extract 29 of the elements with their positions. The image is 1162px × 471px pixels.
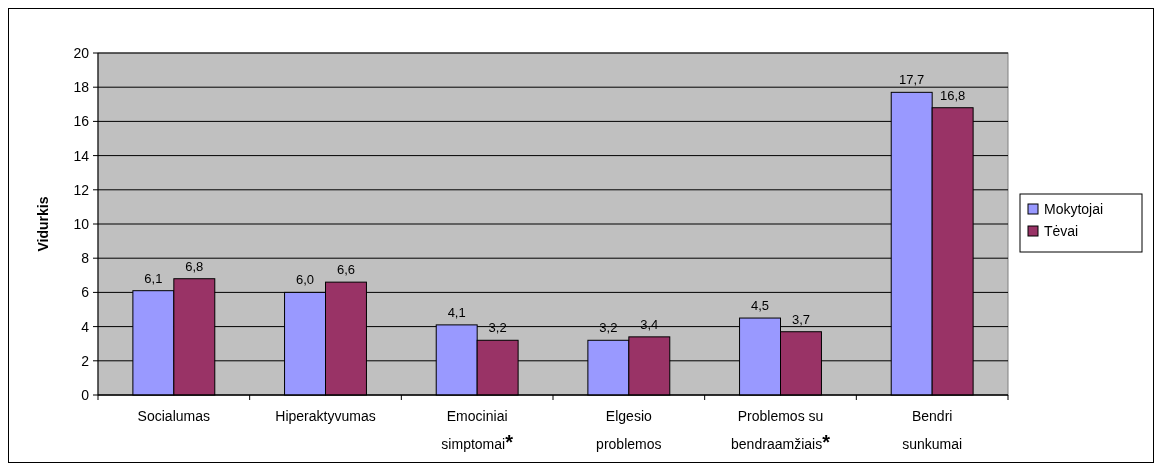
y-axis-title: Vidurkis	[35, 196, 51, 252]
y-tick-label: 18	[73, 79, 90, 96]
legend-label: Mokytojai	[1044, 200, 1104, 217]
y-tick-label: 10	[73, 215, 90, 232]
y-tick-label: 20	[73, 44, 90, 61]
y-tick-label: 0	[81, 386, 90, 403]
y-tick-label: 4	[81, 318, 90, 335]
data-label: 6,6	[336, 262, 356, 278]
legend-label: Tėvai	[1044, 222, 1079, 239]
category-label: Emociniai simptomai*	[441, 408, 513, 453]
data-label: 4,5	[750, 298, 770, 314]
category-label: Bendri sunkumai	[902, 408, 963, 452]
category-label: Elgesio problemos	[596, 408, 662, 452]
data-label: 6,0	[295, 272, 315, 288]
y-tick-label: 16	[73, 113, 90, 130]
category-label: Socialumas	[137, 408, 211, 424]
data-label: 16,8	[939, 87, 966, 103]
data-label: 17,7	[899, 72, 925, 88]
y-tick-label: 12	[73, 181, 90, 198]
data-label: 6,8	[185, 258, 204, 274]
y-tick-label: 2	[81, 352, 90, 369]
data-label: 4,1	[447, 304, 466, 320]
y-tick-label: 8	[81, 250, 90, 267]
data-label: 6,1	[144, 270, 163, 286]
category-label: Hiperaktyvumas	[275, 408, 376, 424]
y-tick-label: 14	[73, 147, 90, 164]
data-label: 3,7	[791, 311, 811, 327]
category-label: Problemos su bendraamžiais*	[731, 408, 830, 453]
y-tick-label: 6	[81, 284, 90, 301]
